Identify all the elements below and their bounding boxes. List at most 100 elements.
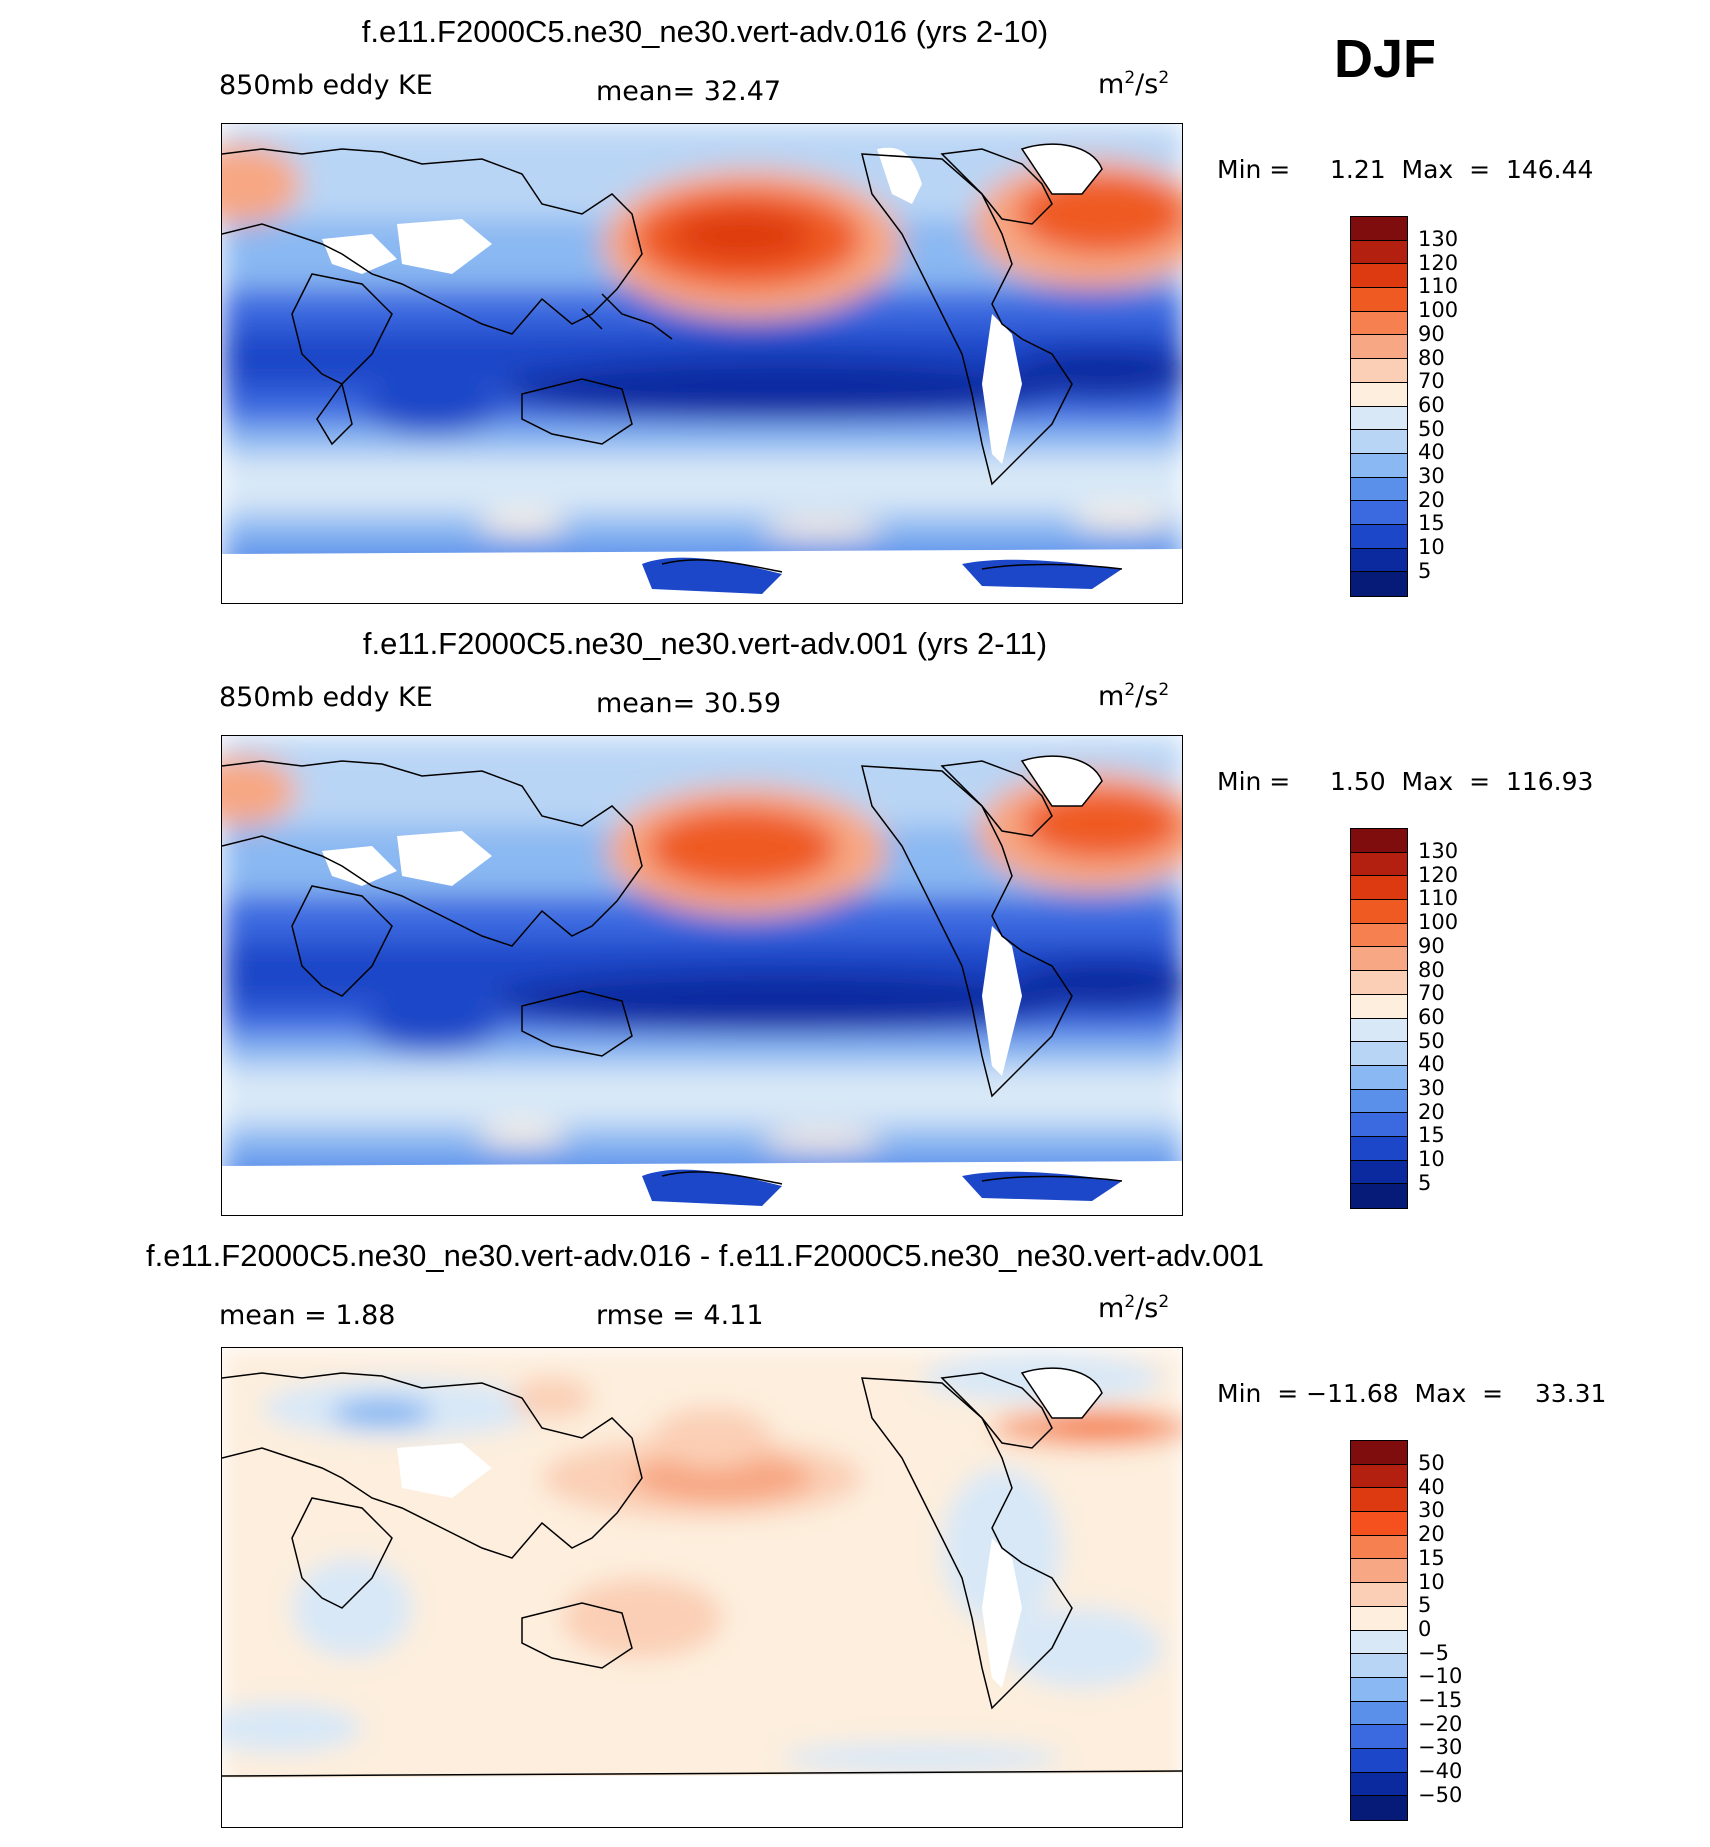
colorbar-tick-label: 40 bbox=[1418, 1052, 1445, 1077]
colorbar-swatch bbox=[1351, 524, 1407, 549]
colorbar-tick-label: 60 bbox=[1418, 392, 1445, 417]
colorbar-swatch bbox=[1351, 217, 1407, 241]
min-max-label: Min = 1.50 Max = 116.93 bbox=[1217, 767, 1594, 796]
season-label: DJF bbox=[1334, 29, 1437, 89]
colorbar-tick-label: 90 bbox=[1418, 321, 1445, 346]
colorbar-tick-label: 120 bbox=[1418, 862, 1459, 887]
colorbar-swatch bbox=[1351, 1441, 1407, 1465]
colorbar-swatch bbox=[1351, 1772, 1407, 1797]
colorbar-swatch bbox=[1351, 1559, 1407, 1584]
colorbar-swatch bbox=[1351, 1677, 1407, 1702]
variable-label: 850mb eddy KE bbox=[219, 682, 433, 713]
colorbar-tick-label: 0 bbox=[1418, 1616, 1432, 1641]
colorbar-tick-label: 110 bbox=[1418, 274, 1459, 299]
colorbar bbox=[1350, 828, 1408, 1209]
map-frame bbox=[221, 123, 1183, 604]
min-max-label: Min = 1.21 Max = 146.44 bbox=[1217, 155, 1594, 184]
colorbar-swatch bbox=[1351, 1018, 1407, 1043]
colorbar-swatch bbox=[1351, 453, 1407, 478]
units-label: m2/s2 bbox=[1098, 68, 1170, 100]
map-frame bbox=[221, 735, 1183, 1216]
colorbar-swatch bbox=[1351, 1725, 1407, 1749]
variable-label: 850mb eddy KE bbox=[219, 70, 433, 101]
colorbar bbox=[1350, 216, 1408, 597]
mean-label: mean= 32.47 bbox=[596, 76, 782, 107]
colorbar-swatch bbox=[1351, 1796, 1407, 1820]
colorbar-tick-label: 20 bbox=[1418, 487, 1445, 512]
colorbar-swatch bbox=[1351, 1160, 1407, 1185]
contour-map bbox=[222, 124, 1182, 603]
colorbar-tick-label: 30 bbox=[1418, 1498, 1445, 1523]
colorbar-swatch bbox=[1351, 311, 1407, 336]
colorbar-tick-label: 50 bbox=[1418, 1451, 1445, 1475]
colorbar-swatch bbox=[1351, 335, 1407, 360]
colorbar-swatch bbox=[1351, 1583, 1407, 1607]
min-max-label: Min = −11.68 Max = 33.31 bbox=[1217, 1379, 1607, 1408]
colorbar-swatch bbox=[1351, 1065, 1407, 1090]
colorbar-swatch bbox=[1351, 1042, 1407, 1066]
colorbar-tick-label: 120 bbox=[1418, 250, 1459, 275]
colorbar-tick-label: 30 bbox=[1418, 1076, 1445, 1100]
contour-map bbox=[222, 736, 1182, 1215]
colorbar-swatch bbox=[1351, 1113, 1407, 1137]
panel-title: f.e11.F2000C5.ne30_ne30.vert-adv.016 (yr… bbox=[361, 14, 1049, 49]
colorbar-tick-label: 50 bbox=[1418, 1028, 1445, 1053]
units-label: m2/s2 bbox=[1098, 680, 1170, 712]
colorbar-swatch bbox=[1351, 1606, 1407, 1631]
colorbar-tick-label: 100 bbox=[1418, 298, 1459, 323]
colorbar-swatch bbox=[1351, 288, 1407, 312]
colorbar-tick-label: 60 bbox=[1418, 1004, 1445, 1029]
colorbar-tick-label: 70 bbox=[1418, 369, 1445, 394]
colorbar-tick-label: 130 bbox=[1418, 227, 1459, 251]
colorbar-tick-label: 50 bbox=[1418, 416, 1445, 441]
colorbar-swatch bbox=[1351, 1136, 1407, 1161]
colorbar-swatch bbox=[1351, 406, 1407, 431]
colorbar-swatch bbox=[1351, 359, 1407, 383]
colorbar-swatch bbox=[1351, 1488, 1407, 1513]
colorbar-tick-label: 80 bbox=[1418, 345, 1445, 370]
colorbar-swatch bbox=[1351, 971, 1407, 995]
colorbar-tick-label: 15 bbox=[1418, 1545, 1445, 1570]
colorbar-tick-label: 5 bbox=[1418, 1593, 1432, 1618]
colorbar-tick-label: 15 bbox=[1418, 511, 1445, 536]
colorbar-swatch bbox=[1351, 852, 1407, 877]
colorbar-tick-label: −20 bbox=[1418, 1711, 1463, 1736]
colorbar-swatch bbox=[1351, 1184, 1407, 1208]
colorbar-tick-label: 5 bbox=[1418, 1170, 1432, 1195]
colorbar-swatch bbox=[1351, 923, 1407, 948]
panel-title: f.e11.F2000C5.ne30_ne30.vert-adv.001 (yr… bbox=[362, 626, 1048, 661]
mean-label: mean= 30.59 bbox=[596, 688, 782, 719]
colorbar-tick-label: 40 bbox=[1418, 440, 1445, 465]
colorbar-swatch bbox=[1351, 1701, 1407, 1726]
colorbar-tick-label: −15 bbox=[1418, 1688, 1463, 1712]
map-frame bbox=[221, 1347, 1183, 1828]
colorbar-tick-label: −40 bbox=[1418, 1759, 1463, 1784]
colorbar-tick-label: −10 bbox=[1418, 1664, 1463, 1689]
colorbar-swatch bbox=[1351, 994, 1407, 1019]
colorbar-swatch bbox=[1351, 430, 1407, 454]
colorbar-swatch bbox=[1351, 900, 1407, 924]
colorbar-swatch bbox=[1351, 477, 1407, 502]
colorbar-swatch bbox=[1351, 548, 1407, 573]
rmse-label: rmse = 4.11 bbox=[596, 1300, 764, 1331]
colorbar-tick-label: 10 bbox=[1418, 1147, 1445, 1172]
colorbar-tick-label: −50 bbox=[1418, 1782, 1463, 1807]
colorbar-tick-label: −5 bbox=[1418, 1640, 1449, 1665]
colorbar-swatch bbox=[1351, 1535, 1407, 1560]
colorbar-swatch bbox=[1351, 1748, 1407, 1773]
colorbar-swatch bbox=[1351, 1089, 1407, 1114]
colorbar-swatch bbox=[1351, 572, 1407, 596]
colorbar-swatch bbox=[1351, 382, 1407, 407]
colorbar-swatch bbox=[1351, 947, 1407, 972]
colorbar-tick-label: 20 bbox=[1418, 1099, 1445, 1124]
colorbar-tick-label: −30 bbox=[1418, 1735, 1463, 1760]
units-label: m2/s2 bbox=[1098, 1292, 1170, 1324]
colorbar-tick-label: 90 bbox=[1418, 933, 1445, 958]
colorbar-tick-label: 20 bbox=[1418, 1522, 1445, 1547]
colorbar-swatch bbox=[1351, 876, 1407, 901]
colorbar bbox=[1350, 1440, 1408, 1821]
mean-label: mean = 1.88 bbox=[219, 1300, 396, 1331]
panel-title: f.e11.F2000C5.ne30_ne30.vert-adv.016 - f… bbox=[146, 1238, 1264, 1273]
colorbar-tick-label: 70 bbox=[1418, 981, 1445, 1006]
colorbar-tick-label: 110 bbox=[1418, 886, 1459, 911]
